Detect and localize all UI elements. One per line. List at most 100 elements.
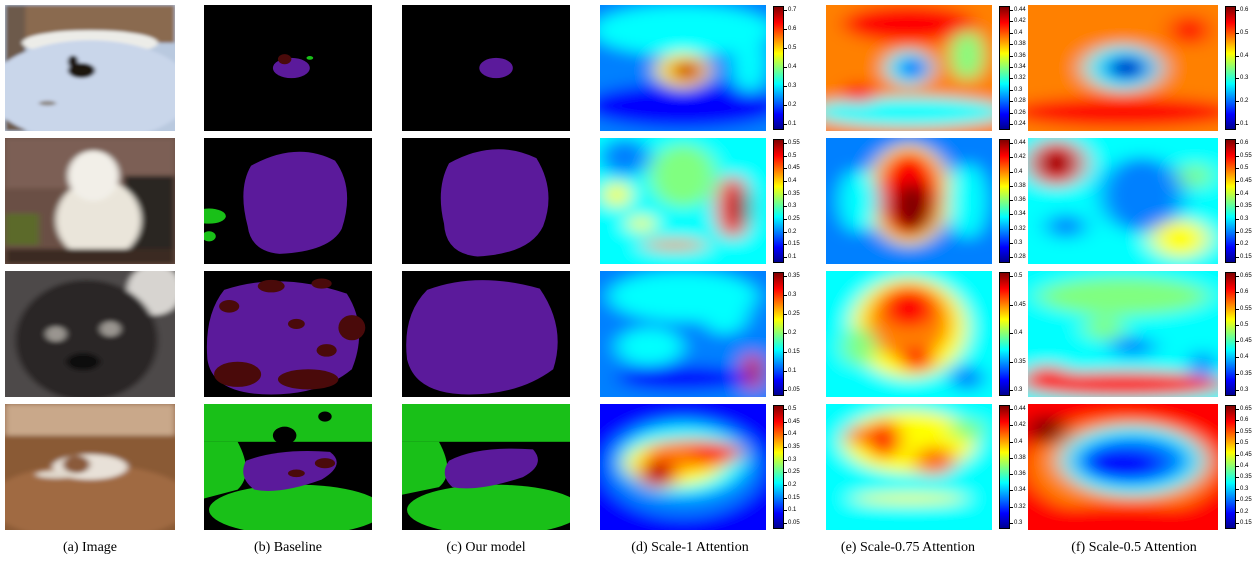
colorbar-tick-label: 0.15 xyxy=(788,495,800,501)
colorbar-tick-mark xyxy=(784,29,787,30)
baseline-segmentation xyxy=(204,5,372,131)
colorbar-tick-label: 0.35 xyxy=(1240,371,1252,377)
colorbar-tick-label: 0.5 xyxy=(788,406,797,412)
colorbar-tick-label: 0.44 xyxy=(1014,140,1026,146)
colorbar-tick-label: 0.3 xyxy=(1014,240,1023,246)
colorbar-tick-label: 0.5 xyxy=(788,153,797,159)
colorbar-tick-label: 0.24 xyxy=(1014,121,1026,127)
colorbar xyxy=(999,272,1010,396)
colorbar-tick-label: 0.3 xyxy=(788,457,797,463)
colorbar-tick-mark xyxy=(784,409,787,410)
colorbar-tick-mark xyxy=(784,181,787,182)
colorbar-tick-label: 0.5 xyxy=(1240,322,1249,328)
colorbar-tick-label: 0.28 xyxy=(1014,98,1026,104)
colorbar-tick-label: 0.3 xyxy=(1240,75,1249,81)
colorbar xyxy=(773,6,784,130)
column-caption: (d) Scale-1 Attention xyxy=(631,540,749,555)
colorbar-tick-label: 0.25 xyxy=(1240,229,1252,235)
colorbar-tick-mark xyxy=(1236,181,1239,182)
colorbar-tick-label: 0.45 xyxy=(1240,178,1252,184)
colorbar-tick-label: 0.55 xyxy=(1240,306,1252,312)
colorbar-tick-mark xyxy=(1236,466,1239,467)
colorbar-tick-mark xyxy=(1010,333,1013,334)
colorbar xyxy=(1225,6,1236,130)
column-caption: (f) Scale-0.5 Attention xyxy=(1071,540,1197,555)
colorbar-tick-mark xyxy=(1236,443,1239,444)
colorbar-tick-mark xyxy=(1010,362,1013,363)
attention-heatmap xyxy=(600,271,766,397)
column-caption: (a) Image xyxy=(62,540,118,555)
colorbar-tick-mark xyxy=(1236,276,1239,277)
colorbar-tick-mark xyxy=(1236,374,1239,375)
colorbar-tick-mark xyxy=(784,276,787,277)
colorbar-tick-label: 0.4 xyxy=(1240,53,1249,59)
colorbar-tick-label: 0.45 xyxy=(1240,338,1252,344)
colorbar-tick-mark xyxy=(1010,200,1013,201)
colorbar-tick-mark xyxy=(784,156,787,157)
colorbar-tick-label: 0.6 xyxy=(1240,7,1249,13)
colorbar-tick-label: 0.4 xyxy=(1014,30,1023,36)
column-caption: (b) Baseline xyxy=(253,540,323,555)
colorbar-tick-mark xyxy=(1010,425,1013,426)
colorbar-tick-mark xyxy=(784,48,787,49)
input-photo xyxy=(5,5,175,131)
colorbar-tick-mark xyxy=(1236,244,1239,245)
colorbar xyxy=(1225,405,1236,529)
column-caption: (e) Scale-0.75 Attention xyxy=(840,540,976,555)
colorbar-tick-label: 0.35 xyxy=(1240,203,1252,209)
colorbar-tick-label: 0.55 xyxy=(788,140,800,146)
colorbar-tick-label: 0.35 xyxy=(788,273,800,279)
colorbar-tick-label: 0.15 xyxy=(788,241,800,247)
colorbar-tick-label: 0.26 xyxy=(1014,110,1026,116)
colorbar-tick-mark xyxy=(1236,309,1239,310)
colorbar-tick-mark xyxy=(1236,523,1239,524)
colorbar-tick-mark xyxy=(1010,229,1013,230)
colorbar-tick-label: 0.3 xyxy=(1014,387,1023,393)
colorbar-tick-label: 0.36 xyxy=(1014,53,1026,59)
input-photo xyxy=(5,404,175,530)
colorbar-tick-label: 0.25 xyxy=(788,469,800,475)
colorbar-tick-label: 0.5 xyxy=(1240,440,1249,446)
colorbar-tick-mark xyxy=(1010,90,1013,91)
colorbar xyxy=(999,6,1010,130)
colorbar-tick-mark xyxy=(784,244,787,245)
colorbar-tick-label: 0.4 xyxy=(788,431,797,437)
colorbar-tick-label: 0.5 xyxy=(788,45,797,51)
attention-heatmap xyxy=(1028,138,1218,264)
colorbar-tick-mark xyxy=(1010,474,1013,475)
colorbar-tick-mark xyxy=(1010,523,1013,524)
colorbar-tick-mark xyxy=(1236,168,1239,169)
colorbar-tick-label: 0.3 xyxy=(1014,87,1023,93)
colorbar xyxy=(773,405,784,529)
colorbar xyxy=(1225,139,1236,263)
colorbar-tick-mark xyxy=(1010,21,1013,22)
colorbar-tick-label: 0.2 xyxy=(788,102,797,108)
colorbar-tick-mark xyxy=(1010,44,1013,45)
our-model-segmentation xyxy=(402,138,570,264)
colorbar-tick-mark xyxy=(1010,214,1013,215)
baseline-segmentation xyxy=(204,271,372,397)
colorbar-tick-mark xyxy=(1010,390,1013,391)
colorbar-tick-mark xyxy=(1010,458,1013,459)
colorbar-tick-mark xyxy=(1010,67,1013,68)
attention-heatmap xyxy=(1028,271,1218,397)
colorbar-tick-mark xyxy=(784,105,787,106)
colorbar-tick-mark xyxy=(1010,276,1013,277)
colorbar xyxy=(773,139,784,263)
colorbar-tick-label: 0.35 xyxy=(1014,359,1026,365)
colorbar-tick-label: 0.45 xyxy=(788,165,800,171)
colorbar-tick-label: 0.3 xyxy=(788,292,797,298)
colorbar-tick-label: 0.5 xyxy=(1240,30,1249,36)
colorbar-tick-label: 0.6 xyxy=(1240,140,1249,146)
colorbar-tick-mark xyxy=(784,422,787,423)
colorbar-tick-mark xyxy=(1236,455,1239,456)
colorbar-tick-mark xyxy=(784,143,787,144)
colorbar-tick-mark xyxy=(1236,10,1239,11)
colorbar-tick-mark xyxy=(1236,257,1239,258)
colorbar-tick-label: 0.6 xyxy=(788,26,797,32)
attention-heatmap xyxy=(826,404,992,530)
input-photo xyxy=(5,271,175,397)
attention-heatmap xyxy=(1028,5,1218,131)
colorbar-tick-label: 0.34 xyxy=(1014,487,1026,493)
attention-heatmap xyxy=(600,5,766,131)
